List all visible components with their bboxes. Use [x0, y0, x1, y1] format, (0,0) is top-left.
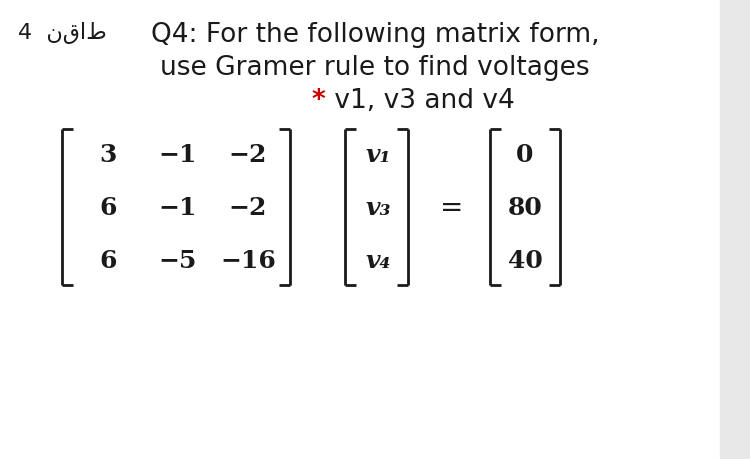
Text: −1: −1	[159, 143, 197, 167]
Text: use Gramer rule to find voltages: use Gramer rule to find voltages	[160, 55, 590, 81]
Text: 0: 0	[516, 143, 534, 167]
Text: Q4: For the following matrix form,: Q4: For the following matrix form,	[151, 22, 599, 48]
Text: 40: 40	[508, 248, 542, 272]
Text: 6: 6	[99, 196, 117, 219]
Text: −1: −1	[159, 196, 197, 219]
Text: 6: 6	[99, 248, 117, 272]
Text: −2: −2	[229, 143, 267, 167]
Text: v1, v3 and v4: v1, v3 and v4	[326, 88, 514, 114]
Text: =: =	[440, 194, 464, 222]
Text: v₄: v₄	[365, 248, 391, 272]
Text: v₁: v₁	[365, 143, 391, 167]
Text: −5: −5	[159, 248, 197, 272]
Text: 4  نقاط: 4 نقاط	[18, 22, 106, 44]
Text: 80: 80	[508, 196, 542, 219]
Bar	[720, 0, 750, 459]
Text: v₃: v₃	[365, 196, 391, 219]
Text: −16: −16	[220, 248, 276, 272]
Text: *: *	[312, 88, 326, 114]
Text: −2: −2	[229, 196, 267, 219]
Text: 3: 3	[99, 143, 117, 167]
